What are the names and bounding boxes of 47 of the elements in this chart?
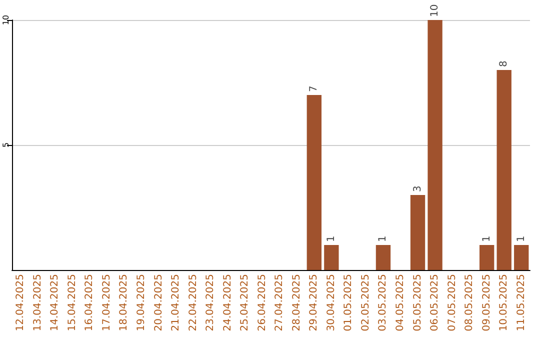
y-tick-label: 5 xyxy=(2,142,10,148)
x-tick-label: 12.04.2025 xyxy=(15,274,26,332)
data-label: 1 xyxy=(326,236,337,242)
x-tick-label: 22.04.2025 xyxy=(188,274,199,332)
data-label: 1 xyxy=(378,236,389,242)
data-label: 1 xyxy=(481,236,492,242)
x-tick-label: 30.04.2025 xyxy=(326,274,337,332)
x-tick-label: 13.04.2025 xyxy=(32,274,44,332)
data-label: 10 xyxy=(430,4,441,17)
bar xyxy=(376,245,391,270)
bar xyxy=(410,195,426,270)
x-tick-label: 02.05.2025 xyxy=(360,274,372,332)
data-label: 7 xyxy=(308,86,320,92)
x-tick-label: 20.04.2025 xyxy=(153,274,164,332)
x-tick-label: 09.05.2025 xyxy=(481,274,492,332)
x-tick-label: 28.04.2025 xyxy=(291,274,302,332)
bar xyxy=(428,20,442,270)
x-tick-label: 19.04.2025 xyxy=(136,274,147,332)
x-tick-label: 06.05.2025 xyxy=(430,274,441,332)
x-tick-label: 21.04.2025 xyxy=(170,274,182,332)
x-tick-label: 01.05.2025 xyxy=(343,274,354,332)
x-tick-label: 27.04.2025 xyxy=(274,274,286,332)
x-tick-label: 17.04.2025 xyxy=(101,274,112,332)
x-tick-label: 04.05.2025 xyxy=(395,274,406,332)
x-tick-label: 24.04.2025 xyxy=(222,274,234,332)
x-tick-label: 23.04.2025 xyxy=(205,274,216,332)
x-tick-label: 16.04.2025 xyxy=(84,274,96,332)
x-tick-label: 18.04.2025 xyxy=(118,274,130,332)
x-tick-label: 25.04.2025 xyxy=(240,274,251,332)
bar xyxy=(479,245,494,270)
x-tick-label: 08.05.2025 xyxy=(464,274,476,332)
x-tick-label: 11.05.2025 xyxy=(516,274,527,332)
data-label: 1 xyxy=(516,236,527,242)
x-tick-label: 26.04.2025 xyxy=(256,274,268,332)
x-tick-label: 07.05.2025 xyxy=(446,274,458,332)
bar xyxy=(496,70,512,270)
x-tick-label: 15.04.2025 xyxy=(66,274,78,332)
data-label: 3 xyxy=(412,186,424,192)
data-label: 8 xyxy=(498,60,510,67)
x-tick-label: 03.05.2025 xyxy=(378,274,389,332)
x-tick-label: 29.04.2025 xyxy=(308,274,320,332)
x-tick-label: 05.05.2025 xyxy=(412,274,424,332)
x-tick-label: 14.04.2025 xyxy=(50,274,61,332)
bar xyxy=(514,245,529,270)
x-tick-label: 10.05.2025 xyxy=(498,274,510,332)
bar xyxy=(324,245,339,270)
bar xyxy=(306,95,322,270)
